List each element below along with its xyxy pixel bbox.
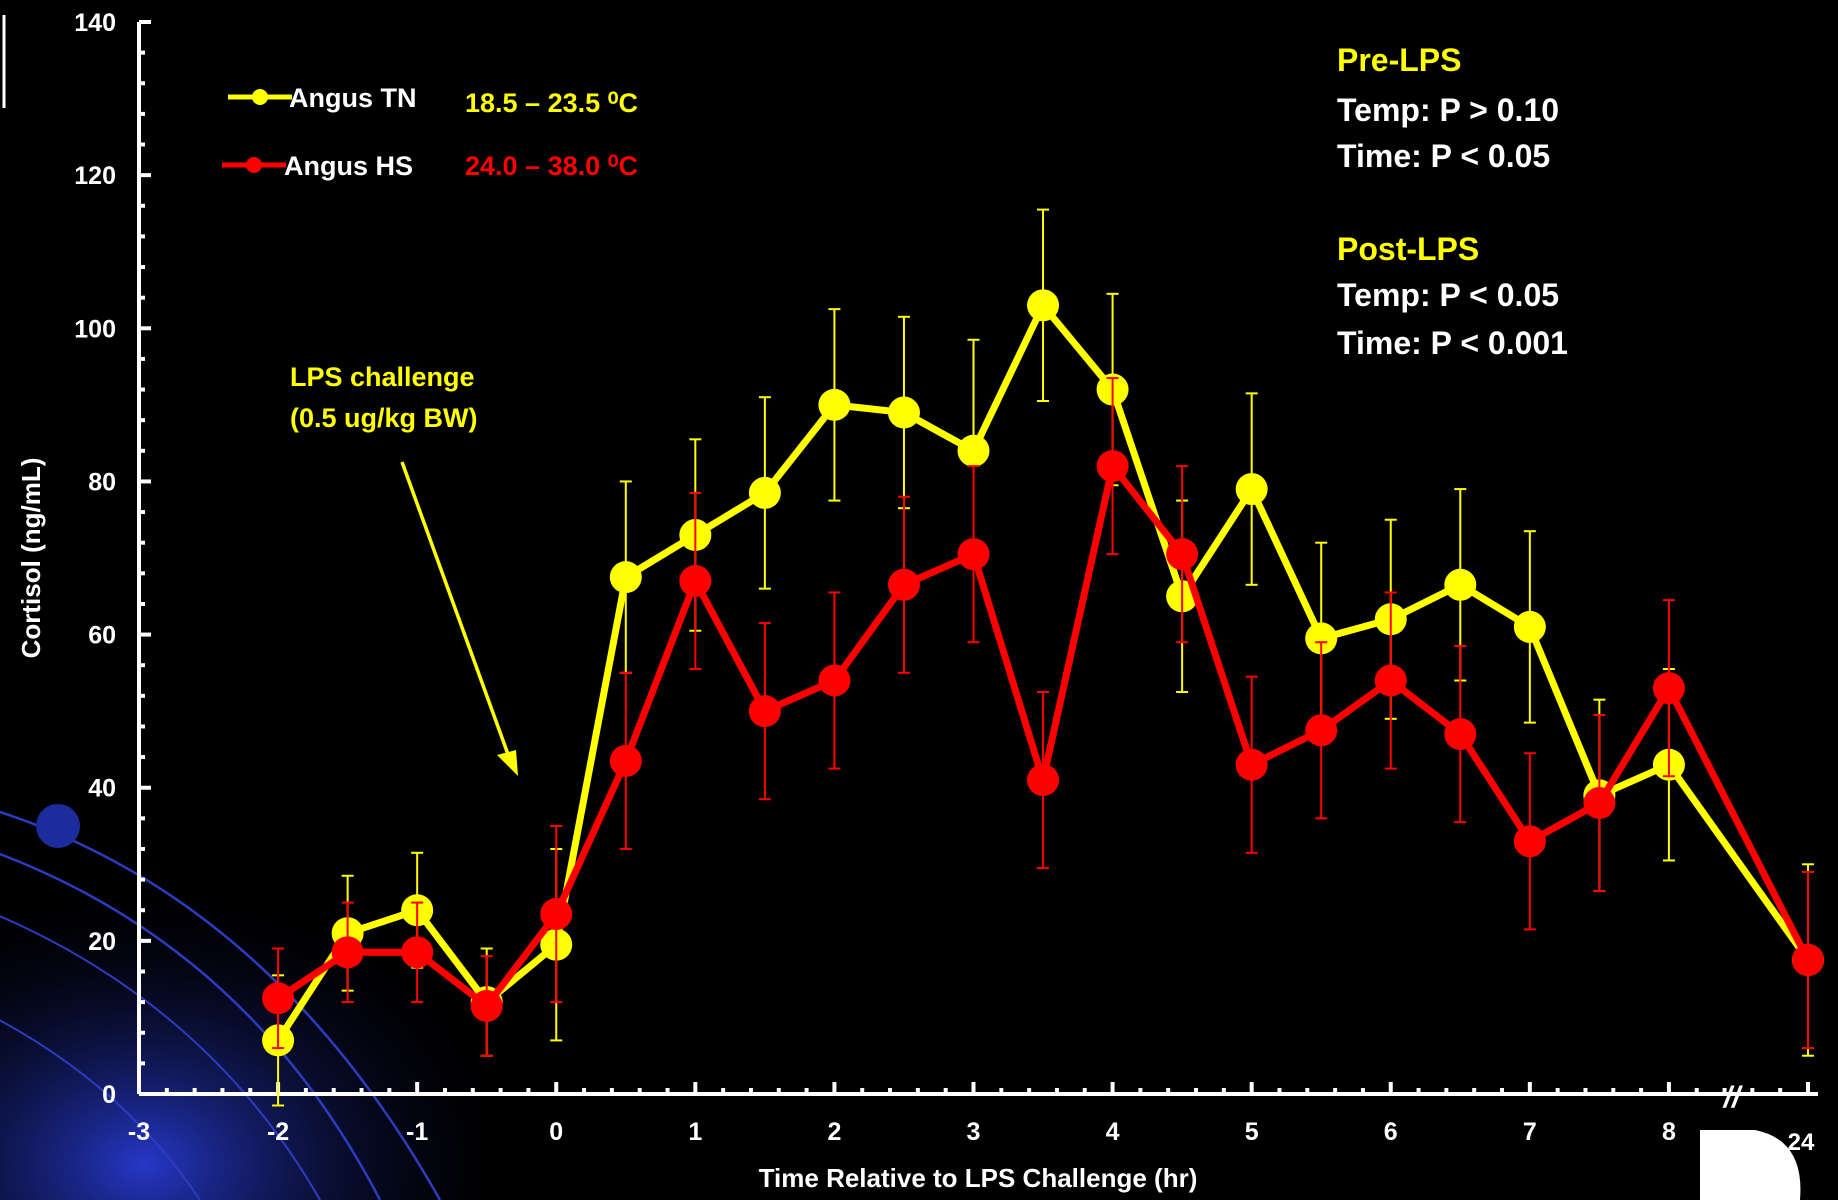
- x-tick-label: -3: [128, 1118, 150, 1146]
- post-lps-temp: Temp: P < 0.05: [1337, 277, 1559, 313]
- legend-label-hs: Angus HS: [284, 151, 413, 181]
- pre-lps-time: Time: P < 0.05: [1337, 138, 1550, 174]
- lps-arrow-shaft: [400, 461, 511, 758]
- pre-lps-title: Pre-LPS: [1337, 42, 1461, 78]
- legend-range-tn: 18.5 – 23.5 ⁰C: [465, 88, 638, 118]
- data-point-hs: [540, 898, 573, 931]
- data-point-tn: [1027, 289, 1060, 322]
- x-tick-label: 5: [1245, 1118, 1259, 1146]
- bg-arc-4: [0, 1019, 201, 1200]
- data-point-hs: [609, 744, 642, 777]
- stats-annotation: Pre-LPS Temp: P > 0.10 Time: P < 0.05 Po…: [1337, 42, 1568, 361]
- x-tick-label: 2: [827, 1118, 841, 1146]
- lps-annotation-line1: LPS challenge: [290, 362, 475, 392]
- axis-break-label: 24: [1788, 1129, 1815, 1156]
- data-point-hs: [1027, 764, 1060, 797]
- bg-blue-glow: [0, 840, 480, 1200]
- lps-annotation-line2: (0.5 ug/kg BW): [290, 403, 478, 433]
- data-point-tn: [609, 561, 642, 594]
- axis-break: // 24: [1722, 1081, 1815, 1156]
- data-point-hs: [1235, 748, 1268, 781]
- data-point-hs: [1305, 714, 1338, 747]
- data-point-hs: [331, 936, 364, 969]
- data-point-hs: [470, 989, 503, 1022]
- y-tick-label: 120: [74, 162, 116, 190]
- y-axis-title: Cortisol (ng/mL): [16, 458, 46, 659]
- data-point-hs: [887, 568, 920, 601]
- y-tick-label: 100: [74, 315, 116, 343]
- post-lps-title: Post-LPS: [1337, 231, 1479, 267]
- data-point-hs: [1444, 718, 1477, 751]
- series-line-hs: [276, 462, 1812, 1010]
- x-tick-label: 1: [688, 1118, 702, 1146]
- lps-annotation: LPS challenge (0.5 ug/kg BW): [290, 362, 518, 776]
- series-layer: [262, 208, 1824, 1107]
- axis-break-symbol: //: [1722, 1081, 1743, 1114]
- y-tick-label: 60: [88, 622, 116, 650]
- data-point-tn: [957, 434, 990, 467]
- legend-range-hs: 24.0 – 38.0 ⁰C: [465, 151, 638, 181]
- data-point-hs: [262, 982, 295, 1015]
- series-tn: [262, 208, 1824, 1107]
- y-tick-label: 0: [102, 1081, 116, 1109]
- data-point-tn: [1305, 622, 1338, 655]
- pre-lps-temp: Temp: P > 0.10: [1337, 92, 1559, 128]
- x-tick-label: 7: [1523, 1118, 1537, 1146]
- data-point-hs: [1166, 538, 1199, 571]
- legend-label-tn: Angus TN: [289, 83, 417, 113]
- data-point-hs: [1513, 825, 1546, 858]
- data-point-hs: [1374, 664, 1407, 697]
- y-tick-labels: 0 20 40 60 80 100 120 140: [74, 9, 116, 1109]
- y-tick-label: 40: [88, 775, 116, 803]
- y-tick-label: 140: [74, 9, 116, 37]
- bg-corner-shape: [1700, 1130, 1801, 1200]
- bg-blue-dot: [36, 804, 80, 848]
- x-tick-label: 6: [1384, 1118, 1398, 1146]
- x-tick-labels: -3 -2 -1 0 1 2 3 4 5 6 7 8: [128, 1118, 1676, 1146]
- data-point-hs: [401, 936, 434, 969]
- data-point-tn: [1513, 610, 1546, 643]
- x-axis-ticks: [137, 1082, 1810, 1094]
- data-point-hs: [1583, 787, 1616, 820]
- x-tick-label: 4: [1106, 1118, 1120, 1146]
- data-point-hs: [679, 564, 712, 597]
- x-axis-title: Time Relative to LPS Challenge (hr): [759, 1163, 1198, 1193]
- y-tick-label: 20: [88, 928, 116, 956]
- series-line-tn: [275, 301, 1811, 1043]
- bg-arc-2: [0, 852, 382, 1200]
- x-tick-label: 8: [1662, 1118, 1676, 1146]
- data-point-tn: [1235, 473, 1268, 506]
- legend-swatch-marker-hs: [246, 157, 262, 173]
- data-point-hs: [1652, 672, 1685, 705]
- data-point-tn: [748, 476, 781, 509]
- x-tick-label: -2: [267, 1118, 289, 1146]
- y-tick-label: 80: [88, 468, 116, 496]
- data-point-hs: [1792, 944, 1824, 976]
- x-tick-label: 0: [549, 1118, 563, 1146]
- data-point-hs: [818, 664, 851, 697]
- data-point-hs: [1096, 450, 1129, 483]
- lps-arrow-head: [497, 750, 518, 776]
- legend-item-hs: Angus HS 24.0 – 38.0 ⁰C: [222, 151, 638, 181]
- data-point-tn: [818, 388, 851, 421]
- data-point-tn: [1444, 568, 1477, 601]
- x-tick-label: 3: [967, 1118, 981, 1146]
- post-lps-time: Time: P < 0.001: [1337, 325, 1568, 361]
- legend: Angus TN 18.5 – 23.5 ⁰C Angus HS 24.0 – …: [222, 83, 638, 181]
- legend-item-tn: Angus TN 18.5 – 23.5 ⁰C: [228, 83, 638, 118]
- slide-background-decoration: [0, 15, 1801, 1200]
- legend-swatch-marker-tn: [252, 89, 268, 105]
- series-hs: [262, 377, 1824, 1057]
- data-point-hs: [957, 538, 990, 571]
- bg-arc-3: [0, 915, 321, 1200]
- data-point-tn: [887, 396, 920, 429]
- x-tick-label: -1: [406, 1118, 428, 1146]
- data-point-hs: [748, 695, 781, 728]
